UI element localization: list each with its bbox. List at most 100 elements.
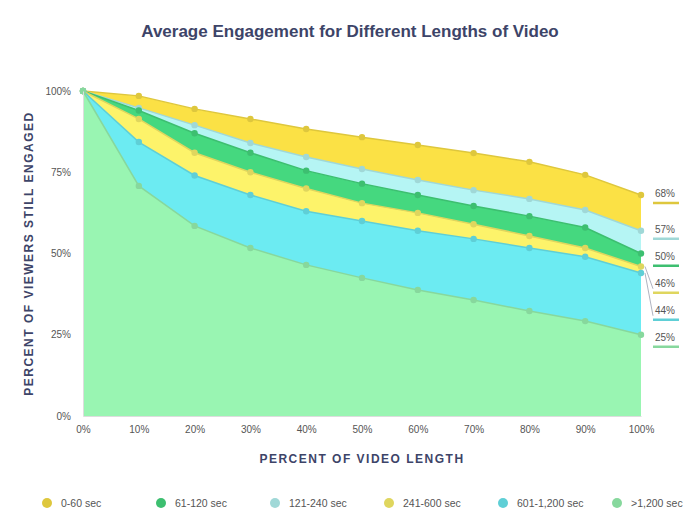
- label-underline: [653, 202, 679, 205]
- legend-label: 121-240 sec: [289, 497, 347, 509]
- marker: [470, 236, 476, 242]
- legend: 0-60 sec61-120 sec121-240 sec241-600 sec…: [42, 497, 683, 509]
- tick-label: 0%: [76, 424, 91, 435]
- tick-label: 90%: [576, 424, 596, 435]
- marker: [470, 187, 476, 193]
- marker: [638, 228, 644, 234]
- y-axis: 0%25%50%75%100%: [45, 86, 83, 422]
- marker: [582, 207, 588, 213]
- markers: [80, 88, 644, 270]
- tick: 70%: [464, 416, 484, 435]
- markers: [80, 88, 644, 338]
- marker: [247, 150, 253, 156]
- marker: [638, 263, 644, 269]
- tick-label: 20%: [185, 424, 205, 435]
- legend-swatch: [612, 498, 622, 508]
- leader-line: [645, 273, 653, 316]
- legend-label: 0-60 sec: [61, 497, 101, 509]
- marker: [359, 275, 365, 281]
- marker: [638, 332, 644, 338]
- tick: 0%: [57, 411, 83, 422]
- label-underline: [653, 292, 679, 295]
- marker: [470, 203, 476, 209]
- tick: 0%: [76, 416, 91, 435]
- tick: 25%: [51, 329, 83, 340]
- data-label: 68%: [655, 188, 675, 199]
- marker: [191, 172, 197, 178]
- marker: [526, 308, 532, 314]
- tick-label: 50%: [352, 424, 372, 435]
- area: [83, 91, 641, 416]
- marker: [415, 142, 421, 148]
- marker: [303, 262, 309, 268]
- tick: 60%: [408, 416, 428, 435]
- series: [83, 91, 641, 416]
- tick: 20%: [185, 416, 205, 435]
- tick-label: 60%: [408, 424, 428, 435]
- chart: Average Engagement for Different Lengths…: [0, 0, 700, 526]
- legend-item: 61-120 sec: [156, 497, 227, 509]
- tick-label: 50%: [51, 248, 71, 259]
- tick: 10%: [129, 416, 149, 435]
- marker: [191, 223, 197, 229]
- marker: [526, 196, 532, 202]
- tick-label: 0%: [57, 411, 72, 422]
- legend-item: 601-1,200 sec: [498, 497, 584, 509]
- marker: [582, 172, 588, 178]
- marker: [415, 228, 421, 234]
- tick-label: 70%: [464, 424, 484, 435]
- tick-label: 40%: [297, 424, 317, 435]
- marker: [415, 192, 421, 198]
- marker: [526, 233, 532, 239]
- marker: [136, 183, 142, 189]
- area: [83, 91, 641, 416]
- marker: [247, 192, 253, 198]
- data-label: 46%: [655, 278, 675, 289]
- tick: 80%: [520, 416, 540, 435]
- marker: [470, 297, 476, 303]
- legend-swatch: [498, 498, 508, 508]
- marker: [359, 180, 365, 186]
- marker: [582, 318, 588, 324]
- data-label: 25%: [655, 332, 675, 343]
- axis-line: [84, 416, 642, 417]
- data-label: 44%: [655, 305, 675, 316]
- marker: [582, 254, 588, 260]
- marker: [303, 126, 309, 132]
- legend-item: >1,200 sec: [612, 497, 683, 509]
- marker: [582, 224, 588, 230]
- marker: [191, 122, 197, 128]
- axis-line: [83, 92, 84, 417]
- markers: [80, 88, 644, 276]
- legend-label: 61-120 sec: [175, 497, 227, 509]
- legend-label: 601-1,200 sec: [517, 497, 584, 509]
- marker: [638, 270, 644, 276]
- area: [83, 91, 641, 416]
- marker: [191, 150, 197, 156]
- marker: [526, 245, 532, 251]
- marker: [638, 250, 644, 256]
- marker: [247, 169, 253, 175]
- marker: [415, 177, 421, 183]
- tick: 40%: [297, 416, 317, 435]
- legend-label: >1,200 sec: [631, 497, 683, 509]
- marker: [359, 218, 365, 224]
- title: Average Engagement for Different Lengths…: [141, 22, 559, 41]
- legend-swatch: [42, 498, 52, 508]
- marker: [415, 287, 421, 293]
- marker: [415, 210, 421, 216]
- tick: 100%: [629, 416, 655, 435]
- marker: [247, 140, 253, 146]
- marker: [191, 106, 197, 112]
- marker: [359, 166, 365, 172]
- marker: [136, 107, 142, 113]
- tick: 100%: [45, 86, 83, 97]
- marker: [303, 167, 309, 173]
- marker: [638, 192, 644, 198]
- series: [83, 91, 641, 416]
- data-labels: 68%57%50%46%44%25%: [645, 188, 679, 347]
- markers: [80, 88, 644, 257]
- area: [83, 91, 641, 416]
- area: [83, 91, 641, 416]
- tick: 50%: [352, 416, 372, 435]
